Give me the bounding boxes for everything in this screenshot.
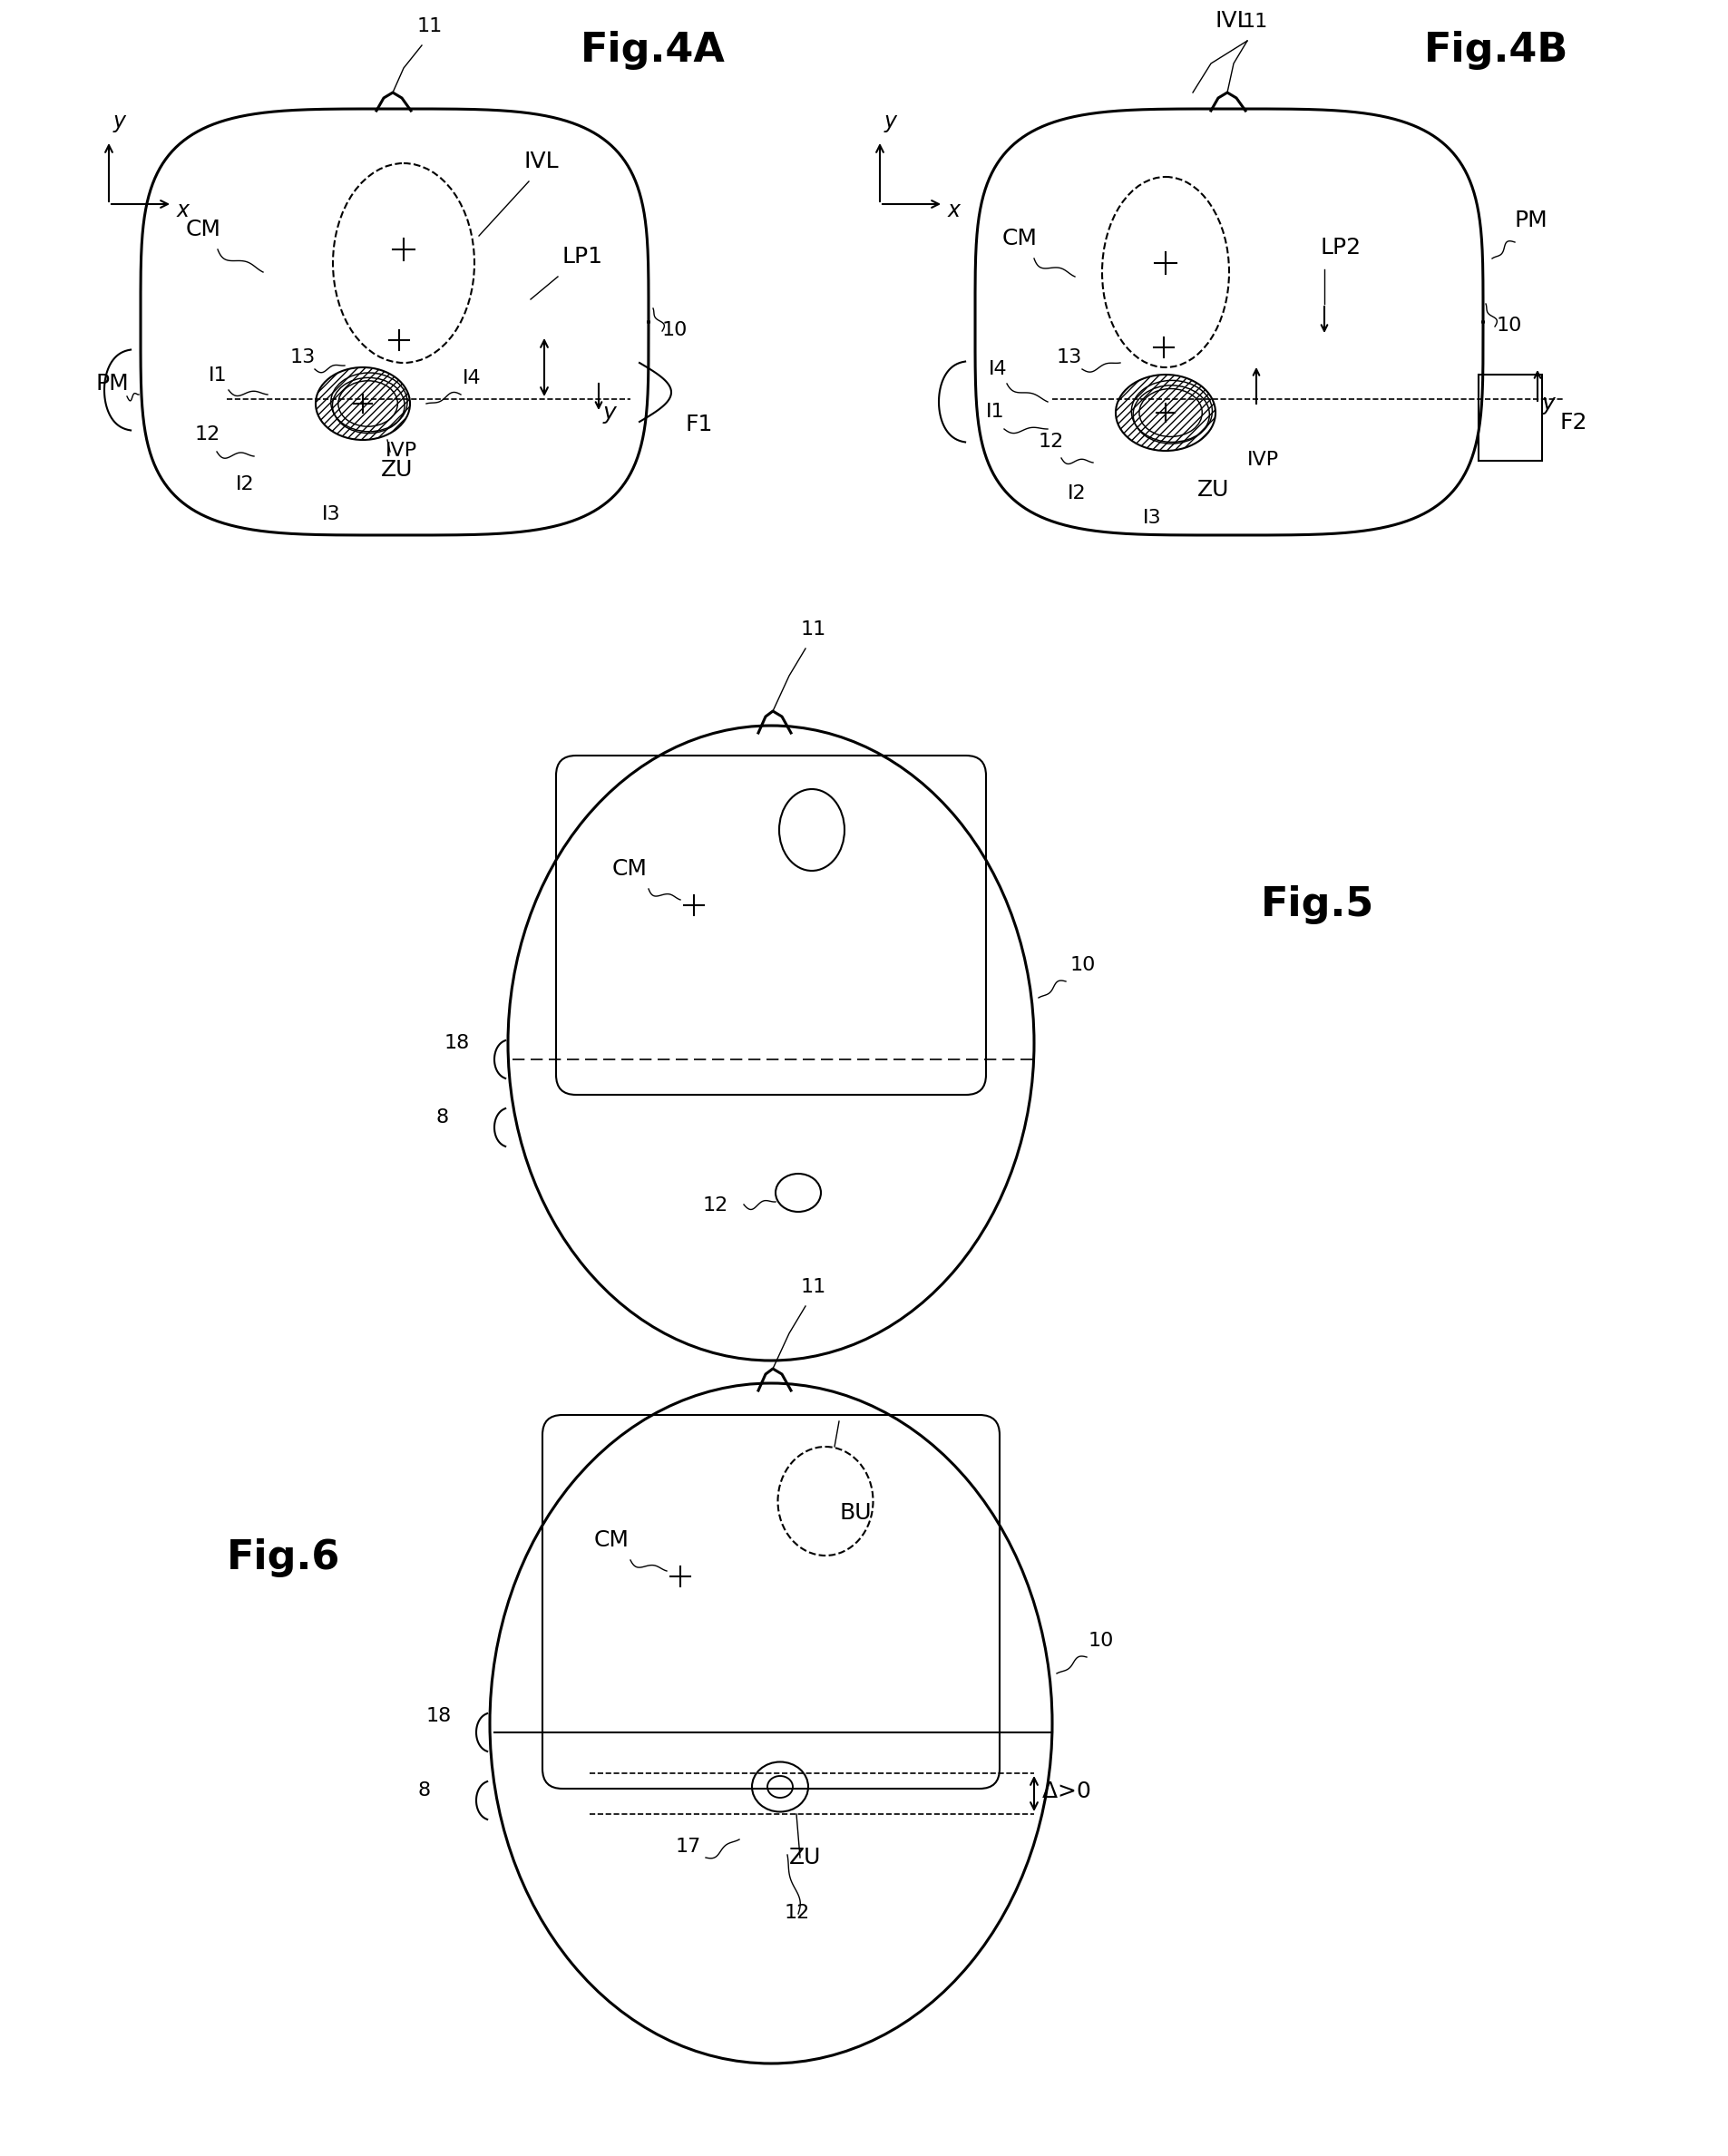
Text: PM: PM <box>1515 209 1548 231</box>
Text: 12: 12 <box>195 425 221 444</box>
Text: 17: 17 <box>676 1837 702 1856</box>
Text: I3: I3 <box>321 505 340 524</box>
Text: 10: 10 <box>1089 1632 1115 1649</box>
Text: F2: F2 <box>1560 412 1588 433</box>
Text: 18: 18 <box>427 1708 453 1725</box>
Text: x: x <box>949 201 961 222</box>
Text: 8: 8 <box>435 1108 448 1128</box>
Text: 13: 13 <box>1058 349 1082 367</box>
Text: y: y <box>1541 392 1555 414</box>
Text: y: y <box>885 110 897 132</box>
Text: I1: I1 <box>209 367 228 384</box>
Text: 11: 11 <box>416 17 442 34</box>
Text: Fig.5: Fig.5 <box>1261 886 1374 925</box>
Text: I3: I3 <box>1142 509 1161 526</box>
Text: LP1: LP1 <box>562 246 603 267</box>
Text: I2: I2 <box>1068 485 1087 502</box>
Text: y: y <box>603 401 617 423</box>
Text: ZU: ZU <box>1198 479 1229 500</box>
Text: I1: I1 <box>987 403 1004 420</box>
Text: 12: 12 <box>1039 433 1064 451</box>
Text: CM: CM <box>1002 229 1039 250</box>
Text: CM: CM <box>594 1529 629 1550</box>
Text: y: y <box>114 110 126 132</box>
Text: Fig.6: Fig.6 <box>226 1539 340 1578</box>
Text: 10: 10 <box>1496 317 1522 334</box>
Text: 11: 11 <box>802 621 826 638</box>
Text: 12: 12 <box>785 1904 810 1921</box>
Text: 13: 13 <box>290 349 316 367</box>
Text: LP2: LP2 <box>1320 237 1360 259</box>
Ellipse shape <box>1116 375 1215 451</box>
Text: I2: I2 <box>235 474 254 494</box>
Text: 18: 18 <box>444 1035 470 1052</box>
Text: 10: 10 <box>662 321 688 338</box>
Text: F1: F1 <box>684 414 712 436</box>
Text: 12: 12 <box>703 1197 729 1214</box>
Text: CM: CM <box>612 858 648 880</box>
Text: CM: CM <box>187 218 221 239</box>
Text: Fig.4A: Fig.4A <box>581 30 726 69</box>
Text: I4: I4 <box>988 360 1007 377</box>
Text: x: x <box>176 201 190 222</box>
Text: IVL: IVL <box>524 151 560 172</box>
Text: 11: 11 <box>1242 13 1268 30</box>
Text: IVL: IVL <box>1215 11 1251 32</box>
Text: IVP: IVP <box>385 442 418 459</box>
Text: ZU: ZU <box>380 459 413 481</box>
Text: $\Delta$>0: $\Delta$>0 <box>1042 1781 1090 1802</box>
Text: 10: 10 <box>1070 955 1096 975</box>
Ellipse shape <box>316 367 410 440</box>
Text: 11: 11 <box>802 1279 826 1296</box>
Text: PM: PM <box>95 373 128 395</box>
Text: BU: BU <box>840 1503 871 1524</box>
Text: Fig.4B: Fig.4B <box>1424 30 1569 69</box>
Text: IVP: IVP <box>1248 451 1279 470</box>
Text: I4: I4 <box>463 369 482 388</box>
Text: 8: 8 <box>416 1781 430 1800</box>
Text: ZU: ZU <box>790 1848 821 1869</box>
